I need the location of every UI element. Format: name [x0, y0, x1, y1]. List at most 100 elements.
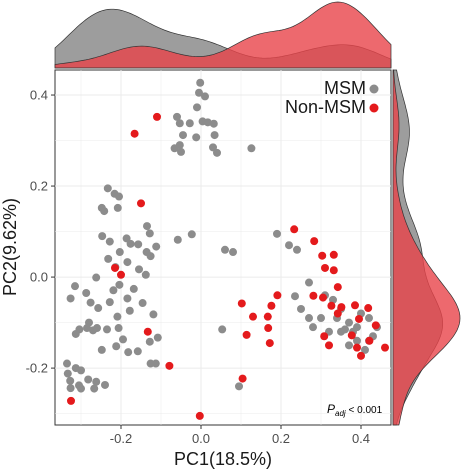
point-msm — [221, 245, 229, 254]
point-msm — [193, 103, 201, 112]
point-msm — [115, 280, 124, 289]
point-non-msm — [310, 237, 319, 246]
point-non-msm — [195, 411, 204, 420]
point-non-msm — [381, 343, 389, 352]
point-msm — [291, 292, 299, 301]
point-msm — [100, 207, 109, 216]
point-msm — [93, 324, 101, 333]
point-msm — [353, 336, 361, 345]
point-non-msm — [337, 303, 346, 312]
point-non-msm — [309, 291, 318, 300]
point-non-msm — [67, 396, 75, 405]
point-msm — [63, 369, 72, 378]
point-msm — [153, 333, 162, 342]
point-msm — [86, 298, 95, 307]
x-axis: -0.2 0.0 0.2 0.4 — [110, 425, 370, 446]
point-msm — [185, 119, 194, 128]
point-msm — [209, 119, 218, 128]
point-msm — [201, 92, 209, 101]
point-non-msm — [321, 263, 329, 272]
point-msm — [112, 342, 121, 351]
p-label: P — [327, 402, 335, 416]
legend-marker-msm — [369, 84, 379, 94]
point-non-msm — [117, 270, 125, 279]
x-tick-label: 0.0 — [192, 431, 210, 446]
point-non-msm — [364, 304, 373, 313]
point-msm — [98, 232, 107, 241]
point-non-msm — [347, 331, 356, 340]
point-non-msm — [263, 312, 272, 321]
point-non-msm — [320, 332, 329, 341]
point-msm — [203, 118, 212, 127]
point-non-msm — [238, 374, 247, 383]
point-msm — [152, 242, 161, 251]
top-density-non-msm — [54, 1, 392, 69]
point-non-msm — [319, 293, 327, 302]
point-msm — [66, 384, 75, 393]
point-msm — [151, 359, 160, 368]
point-msm — [305, 278, 313, 287]
point-msm — [63, 359, 71, 368]
point-msm — [273, 229, 281, 238]
point-non-msm — [267, 301, 276, 310]
point-msm — [129, 284, 138, 293]
point-msm — [143, 222, 151, 231]
legend-label-non-msm: Non-MSM — [285, 97, 366, 117]
point-msm — [195, 88, 203, 97]
legend-marker-non-msm — [369, 103, 379, 113]
point-non-msm — [329, 266, 338, 275]
point-non-msm — [333, 283, 342, 292]
y-tick-label: 0.2 — [30, 179, 48, 194]
point-msm — [345, 318, 353, 327]
point-msm — [115, 192, 123, 201]
point-msm — [101, 380, 109, 389]
legend: MSM Non-MSM — [285, 78, 379, 117]
x-tick-label: 0.4 — [352, 431, 370, 446]
point-msm — [133, 347, 142, 356]
svg-text:Padj < 0.001: Padj < 0.001 — [327, 402, 383, 418]
point-msm — [297, 304, 305, 313]
point-msm — [92, 273, 101, 282]
point-msm — [114, 324, 123, 333]
point-non-msm — [265, 339, 274, 348]
point-non-msm — [353, 343, 361, 352]
point-msm — [97, 345, 106, 354]
point-msm — [125, 306, 134, 315]
point-msm — [175, 119, 184, 128]
y-tick-label: 0.0 — [30, 270, 48, 285]
point-msm — [235, 382, 243, 391]
point-msm — [105, 237, 114, 246]
y-axis-title: PC2(9.62%) — [0, 198, 20, 296]
point-msm — [109, 286, 118, 295]
data-points — [63, 78, 389, 420]
point-msm — [187, 230, 196, 239]
point-non-msm — [165, 361, 174, 370]
point-msm — [337, 327, 345, 336]
point-msm — [103, 184, 112, 193]
y-tick-label: 0.4 — [30, 88, 48, 103]
right-density-non-msm — [392, 69, 461, 426]
top-density-panel — [54, 1, 392, 69]
point-non-msm — [357, 351, 365, 360]
point-msm — [105, 298, 114, 307]
p-subscript: adj — [335, 409, 346, 418]
point-msm — [317, 314, 325, 323]
point-msm — [173, 235, 182, 244]
point-non-msm — [329, 250, 338, 259]
point-msm — [135, 265, 143, 274]
point-msm — [309, 323, 317, 332]
point-non-msm — [371, 321, 380, 330]
point-msm — [82, 289, 91, 298]
y-tick-label: -0.2 — [26, 361, 48, 376]
x-tick-label: 0.2 — [272, 431, 290, 446]
point-msm — [170, 144, 179, 153]
point-msm — [94, 304, 103, 313]
point-non-msm — [365, 336, 374, 345]
point-msm — [145, 229, 154, 238]
point-msm — [71, 329, 80, 338]
point-non-msm — [318, 251, 327, 260]
point-non-msm — [249, 312, 257, 321]
point-non-msm — [153, 112, 161, 121]
point-msm — [365, 314, 373, 323]
point-msm — [123, 294, 132, 303]
